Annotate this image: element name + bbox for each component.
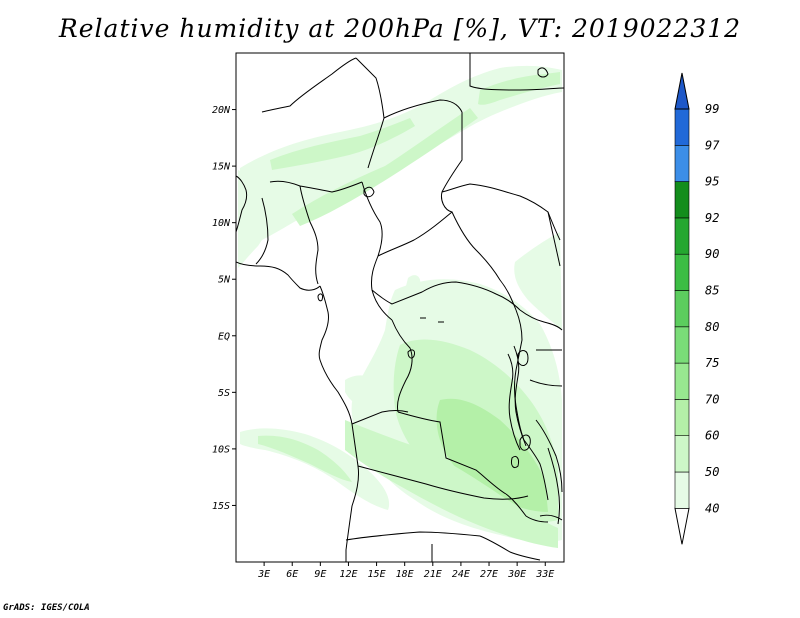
colorbar-label: 90 [705, 247, 719, 261]
colorbar-segment [674, 362, 690, 400]
x-tick-label: 24E [452, 569, 470, 580]
map-frame [235, 52, 565, 563]
x-tick-label: 27E [480, 569, 498, 580]
x-tick-label: 21E [424, 569, 442, 580]
country-borders [236, 53, 564, 562]
x-tick-label: 9E [314, 569, 326, 580]
humidity-south-core2 [436, 398, 548, 512]
map-title: Relative humidity at 200hPa [%], VT: 201… [58, 14, 742, 43]
colorbar-label: 99 [705, 102, 719, 116]
colorbar-segment [674, 326, 690, 364]
y-tick-label: 5N [218, 275, 231, 286]
colorbar-segment [674, 108, 690, 146]
colorbar-label: 70 [705, 392, 719, 406]
colorbar-label: 92 [705, 211, 719, 225]
y-tick-label: 15S [212, 501, 230, 512]
x-tick-label: 3E [257, 569, 270, 580]
colorbar-label: 40 [705, 501, 719, 515]
x-tick-label: 15E [368, 569, 386, 580]
colorbar-segment [674, 145, 690, 182]
humidity-angola-band [345, 420, 558, 548]
colorbar-segment [674, 217, 690, 255]
y-tick-label: 10S [212, 444, 230, 455]
humidity-band-north-core [270, 118, 415, 170]
colorbar-label: 97 [705, 138, 720, 152]
x-tick-label: 18E [396, 569, 414, 580]
y-tick-label: 20N [212, 105, 231, 116]
colorbar-label: 50 [705, 465, 719, 479]
humidity-congo-west [345, 375, 385, 409]
humidity-east [514, 232, 562, 330]
colorbar-bottom-triangle [674, 507, 690, 545]
y-tick-label: 15N [212, 162, 231, 173]
colorbar-segment [674, 290, 690, 328]
humidity-band-north-core2 [292, 108, 478, 226]
colorbar-segment [674, 471, 690, 509]
y-tick-label: 5S [218, 388, 230, 399]
humidity-band-ne [478, 72, 560, 105]
x-tick-label: 6E [286, 569, 298, 580]
colorbar-label: 85 [705, 284, 719, 298]
colorbar-segment [674, 399, 690, 436]
x-tick-label: 12E [339, 569, 357, 580]
colorbar-label: 80 [705, 320, 719, 334]
credit-label: GrADS: IGES/COLA [3, 603, 90, 613]
colorbar: 40 50 60 70 75 80 85 90 92 95 97 99 [674, 72, 720, 545]
colorbar-top-triangle [674, 72, 690, 110]
colorbar-label: 60 [705, 429, 719, 443]
y-axis-ticks: 20N 15N 10N 5N EQ 5S 10S 15S [212, 105, 236, 512]
y-tick-label: EQ [218, 331, 230, 342]
humidity-atlantic-core [258, 435, 352, 482]
x-axis-ticks: 3E 6E 9E 12E 15E 18E 21E 24E 27E 30E 33E [257, 562, 554, 580]
colorbar-segment [674, 435, 690, 473]
colorbar-label: 75 [705, 356, 719, 370]
colorbar-segment [674, 253, 690, 291]
humidity-lake-spot [406, 275, 421, 292]
colorbar-segment [674, 181, 690, 219]
x-tick-label: 33E [535, 569, 554, 580]
colorbar-label: 95 [705, 175, 719, 189]
x-tick-label: 30E [507, 569, 526, 580]
humidity-fill-regions [238, 65, 562, 548]
y-tick-label: 10N [212, 218, 231, 229]
